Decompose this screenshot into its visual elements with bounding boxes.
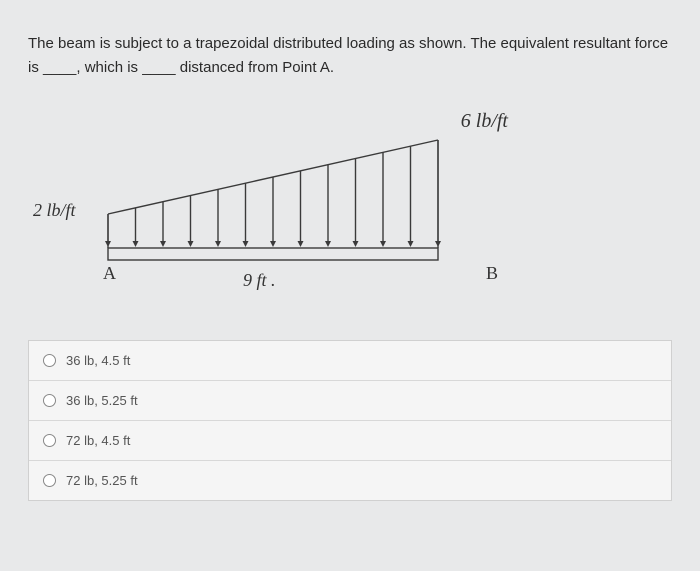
option-row[interactable]: 72 lb, 4.5 ft (29, 421, 671, 461)
option-row[interactable]: 72 lb, 5.25 ft (29, 461, 671, 500)
option-row[interactable]: 36 lb, 5.25 ft (29, 381, 671, 421)
radio-icon (43, 474, 56, 487)
option-label: 72 lb, 4.5 ft (66, 433, 130, 448)
diagram: 2 lb/ft 6 lb/ft A B 9 ft . (88, 120, 488, 290)
diagram-svg (88, 120, 458, 270)
load-left-label: 2 lb/ft (33, 200, 76, 221)
option-label: 72 lb, 5.25 ft (66, 473, 138, 488)
load-right-label: 6 lb/ft (461, 110, 508, 133)
option-row[interactable]: 36 lb, 4.5 ft (29, 341, 671, 381)
radio-icon (43, 434, 56, 447)
point-b-label: B (486, 263, 498, 284)
answer-options: 36 lb, 4.5 ft 36 lb, 5.25 ft 72 lb, 4.5 … (28, 340, 672, 501)
option-label: 36 lb, 4.5 ft (66, 353, 130, 368)
question-text: The beam is subject to a trapezoidal dis… (28, 32, 672, 80)
radio-icon (43, 354, 56, 367)
option-label: 36 lb, 5.25 ft (66, 393, 138, 408)
length-label: 9 ft . (243, 270, 276, 291)
radio-icon (43, 394, 56, 407)
